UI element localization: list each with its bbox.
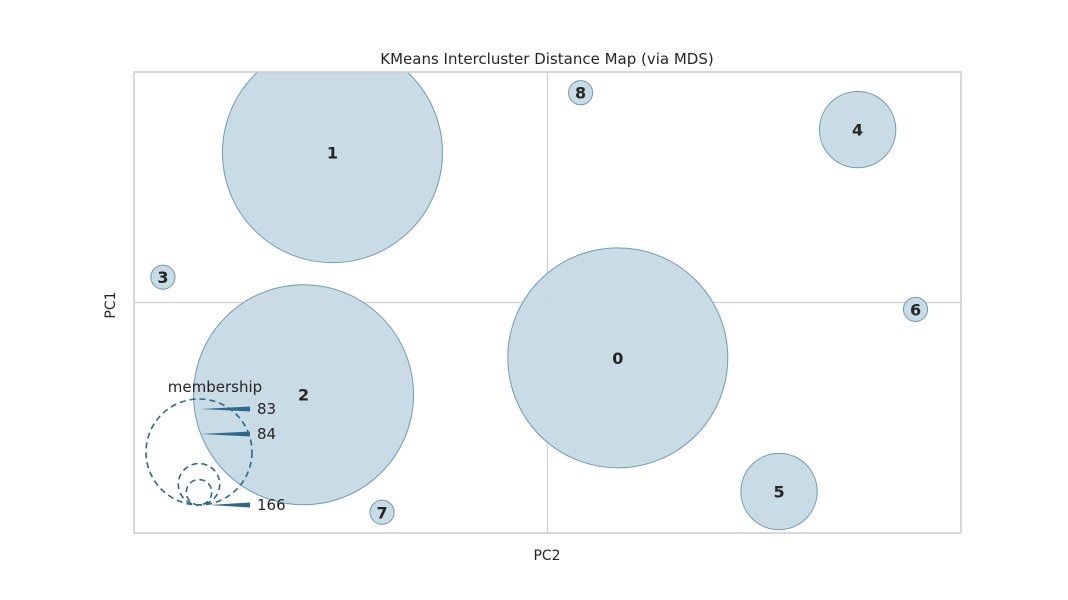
cluster-bubbles: 0 1 2 3 4 5 6 7 8 [150, 72, 929, 531]
cluster-label-4: 4 [852, 121, 863, 140]
legend-pointer-166 [209, 502, 250, 508]
cluster-bubble-2 [193, 284, 415, 506]
cluster-label-6: 6 [910, 300, 921, 319]
cluster-label-5: 5 [773, 483, 784, 502]
cluster-label-0: 0 [612, 349, 623, 368]
cluster-bubble-7 [369, 499, 395, 525]
legend-pointer-83 [201, 406, 250, 412]
legend-entry-84: 84 [257, 425, 276, 443]
cluster-label-2: 2 [298, 386, 309, 405]
cluster-bubble-3 [150, 264, 176, 290]
cluster-bubble-4 [818, 90, 897, 169]
cluster-label-1: 1 [327, 144, 338, 163]
chart-title: KMeans Intercluster Distance Map (via MD… [380, 50, 713, 68]
legend-entry-166: 166 [257, 496, 286, 514]
cluster-bubble-6 [902, 296, 929, 322]
legend-circle-84 [177, 462, 221, 506]
cluster-label-8: 8 [575, 84, 586, 103]
membership-legend: membership 83 84 166 [145, 378, 286, 514]
cluster-bubble-5 [740, 452, 818, 531]
cluster-label-7: 7 [377, 503, 388, 522]
y-axis-label: PC1 [103, 291, 119, 318]
cluster-label-3: 3 [157, 268, 168, 287]
x-axis-label: PC2 [533, 548, 560, 564]
legend-circle-166 [145, 398, 253, 506]
cluster-bubble-8 [568, 80, 594, 106]
legend-title: membership [168, 378, 262, 396]
cluster-bubble-1 [222, 72, 443, 264]
legend-circle-83 [185, 478, 213, 506]
legend-pointer-84 [201, 431, 250, 437]
legend-entry-83: 83 [257, 400, 276, 418]
plot-frame [133, 71, 962, 534]
cluster-bubble-0 [507, 247, 729, 469]
